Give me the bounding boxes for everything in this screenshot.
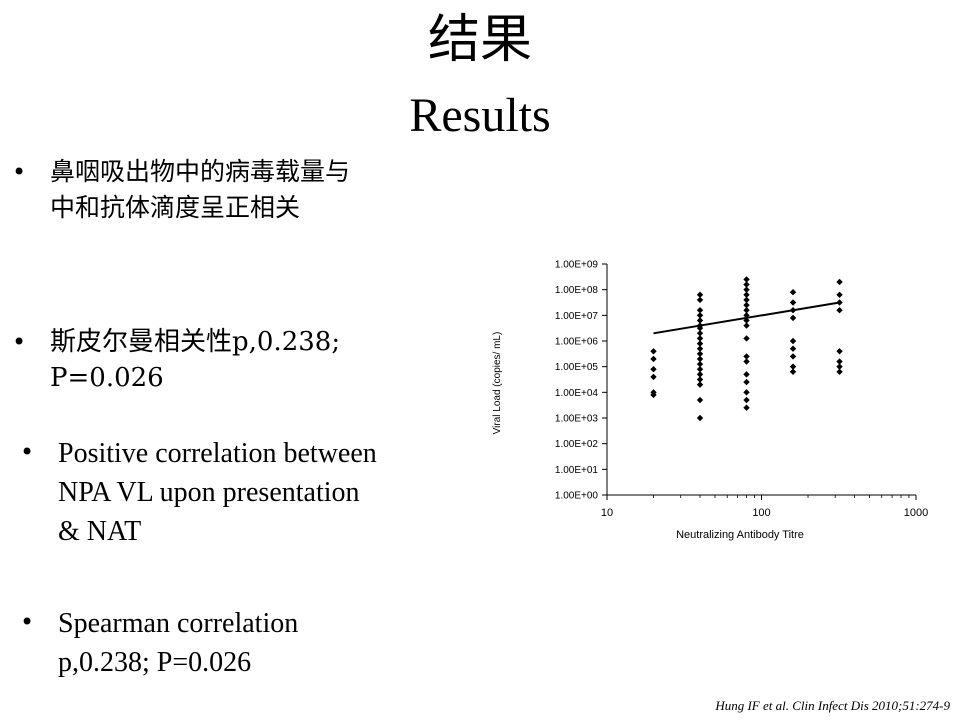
data-point [836, 363, 843, 370]
bullet-dot-icon: • [12, 158, 27, 186]
bullet-text: Positive correlation between NPA VL upon… [58, 438, 377, 547]
data-point [836, 299, 843, 306]
data-point [789, 299, 797, 306]
data-point [836, 358, 843, 365]
data-point [836, 278, 843, 286]
data-point [696, 381, 704, 388]
bullet-dot-icon: • [20, 608, 35, 636]
data-point [789, 314, 797, 322]
y-tick-label: 1.00E+03 [555, 414, 599, 425]
y-tick-label: 1.00E+06 [555, 337, 599, 348]
data-point [650, 373, 657, 381]
bullet-text: 斯皮尔曼相关性p,0.238; P=0.026 [50, 327, 341, 393]
y-tick-label: 1.00E+09 [555, 260, 599, 271]
citation: Hung IF et al. Clin Infect Dis 2010;51:2… [715, 698, 950, 713]
data-point [836, 348, 843, 355]
data-point [836, 368, 843, 375]
data-point [836, 307, 843, 314]
data-point [789, 368, 797, 375]
data-point [696, 371, 704, 378]
data-point [789, 289, 797, 296]
data-point [650, 348, 657, 355]
y-tick-label: 1.00E+07 [555, 311, 599, 322]
bullet-dot-icon: • [12, 328, 27, 356]
data-point [743, 358, 750, 365]
data-point [743, 335, 750, 342]
scatter-chart: 1.00E+00 1.00E+01 1.00E+02 1.00E+03 1.00E+04… [492, 260, 928, 542]
bullet-text: Spearman correlation p,0.238; P=0.026 [58, 608, 299, 678]
bullet-dot-icon: • [20, 438, 35, 466]
bullet-item: • Spearman correlation p,0.238; P=0.026 [20, 604, 390, 682]
data-point [696, 414, 704, 422]
data-point [789, 337, 797, 345]
data-point [836, 291, 843, 298]
bullet-text: 鼻咽吸出物中的病毒载量与中和抗体滴度呈正相关 [50, 157, 351, 222]
y-tick-label: 1.00E+00 [555, 491, 599, 502]
bullet-item: • Positive correlation between NPA VL up… [20, 434, 390, 551]
data-point [789, 353, 797, 360]
data-point [696, 396, 704, 404]
x-tick-label: 1000 [904, 507, 928, 519]
y-axis-label: Viral Load (copies/ mL) [492, 332, 503, 435]
data-point [743, 322, 750, 329]
data-point [743, 371, 750, 378]
y-tick-label: 1.00E+01 [555, 465, 599, 476]
slide-title-english: Results [409, 89, 551, 142]
slide-title-chinese: 结果 [427, 10, 532, 70]
y-tick-label: 1.00E+08 [555, 285, 599, 296]
y-tick-label: 1.00E+02 [555, 439, 599, 450]
x-tick-label: 100 [752, 507, 770, 519]
data-point [743, 389, 750, 396]
data-point [696, 296, 704, 304]
data-point [789, 345, 797, 352]
x-axis-label: Neutralizing Antibody Titre [676, 529, 804, 541]
bullet-item: • 鼻咽吸出物中的病毒载量与中和抗体滴度呈正相关 [12, 154, 382, 226]
data-point [743, 396, 750, 404]
data-point [650, 355, 657, 363]
x-tick-label: 10 [601, 507, 613, 519]
data-point [650, 366, 657, 373]
data-point [743, 404, 750, 411]
y-tick-label: 1.00E+05 [555, 362, 599, 373]
data-point [789, 307, 797, 314]
data-point [743, 378, 750, 386]
y-tick-label: 1.00E+04 [555, 388, 599, 399]
bullet-item: • 斯皮尔曼相关性p,0.238; P=0.026 [12, 324, 392, 396]
